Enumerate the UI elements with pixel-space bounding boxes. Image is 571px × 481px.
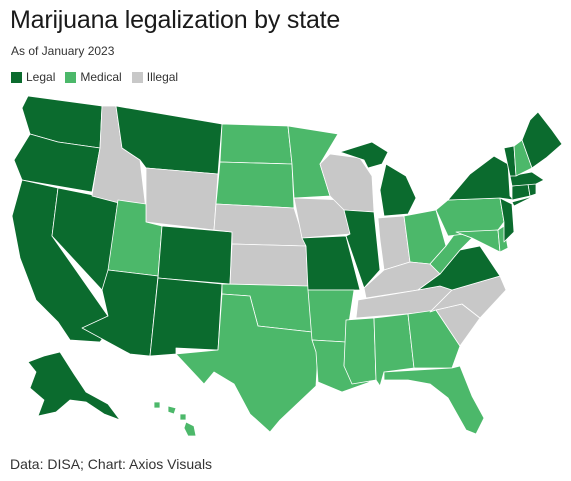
chart-title: Marijuana legalization by state: [10, 6, 341, 34]
state-MD: [455, 229, 501, 253]
state-AK: [27, 351, 121, 421]
legend: Legal Medical Illegal: [11, 70, 178, 84]
legend-swatch-legal: [11, 71, 22, 83]
state-NM: [149, 277, 223, 357]
state-ME: [521, 111, 563, 169]
legend-item-legal: Legal: [11, 70, 55, 84]
source-note: Data: DISA; Chart: Axios Visuals: [10, 456, 213, 472]
legend-item-medical: Medical: [65, 70, 122, 84]
state-MI: [339, 141, 417, 217]
state-MS: [343, 317, 377, 385]
us-map: [11, 95, 563, 437]
chart-subtitle: As of January 2023: [11, 44, 115, 58]
legend-label-medical: Medical: [80, 70, 122, 84]
state-DE: [497, 225, 509, 253]
state-ND: [219, 123, 293, 165]
state-NY: [447, 155, 535, 207]
state-HI: [153, 401, 197, 437]
state-NJ: [499, 197, 515, 243]
state-WY: [145, 167, 219, 231]
legend-label-illegal: Illegal: [146, 70, 179, 84]
state-FL: [383, 365, 485, 435]
state-SD: [215, 161, 295, 209]
legend-item-illegal: Illegal: [131, 70, 179, 84]
state-TX: [175, 293, 319, 433]
state-KS: [229, 243, 309, 287]
legend-swatch-illegal: [131, 71, 143, 83]
state-MA: [509, 171, 545, 187]
legend-swatch-medical: [65, 71, 77, 83]
state-CO: [157, 225, 233, 285]
legend-label-legal: Legal: [26, 70, 56, 84]
